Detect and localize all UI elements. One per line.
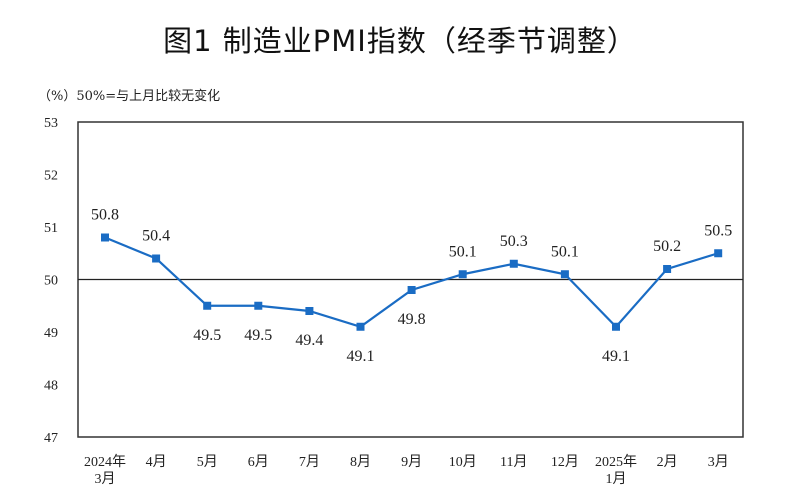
x-tick-label: 1月 — [606, 471, 627, 487]
data-label: 49.5 — [244, 327, 272, 344]
x-tick-label: 12月 — [551, 454, 579, 470]
x-tick-label: 9月 — [401, 454, 422, 470]
unit-note: （%）50%=与上月比较无变化 — [38, 85, 220, 104]
y-tick-label: 49 — [44, 326, 58, 341]
data-label: 50.1 — [551, 243, 579, 260]
y-tick-label: 52 — [44, 169, 58, 184]
data-point — [356, 322, 365, 331]
y-tick-label: 53 — [44, 116, 58, 131]
data-label: 49.1 — [602, 348, 630, 365]
data-label: 50.8 — [91, 207, 119, 224]
data-label: 50.3 — [500, 233, 528, 250]
data-point — [305, 307, 314, 315]
x-tick-label: 10月 — [449, 454, 477, 470]
x-tick-label: 11月 — [500, 454, 527, 470]
x-tick-label: 4月 — [146, 454, 167, 470]
y-axis-unit: （%） — [38, 89, 77, 104]
x-tick-label: 5月 — [197, 454, 218, 470]
y-tick-label: 48 — [44, 379, 58, 394]
data-label: 50.4 — [142, 228, 170, 245]
data-point — [152, 254, 161, 263]
data-point — [407, 286, 416, 294]
reference-annotation: 50%=与上月比较无变化 — [76, 89, 221, 104]
data-point — [254, 301, 263, 310]
data-point — [560, 270, 569, 279]
data-label: 50.2 — [653, 238, 681, 255]
y-tick-label: 50 — [44, 274, 58, 289]
data-point — [663, 265, 672, 273]
x-tick-label: 3月 — [708, 454, 729, 470]
data-label: 50.5 — [704, 222, 732, 239]
data-label: 49.8 — [398, 311, 426, 328]
y-tick-label: 47 — [44, 431, 58, 446]
data-label: 49.1 — [347, 348, 375, 365]
x-tick-label: 3月 — [95, 471, 116, 487]
y-tick-label: 51 — [44, 221, 58, 236]
x-tick-label: 2月 — [657, 454, 678, 470]
x-tick-label: 2024年 — [84, 454, 126, 470]
x-tick-label: 7月 — [299, 454, 320, 470]
data-label: 50.1 — [449, 243, 477, 260]
data-label: 49.4 — [295, 332, 323, 349]
x-tick-label: 8月 — [350, 454, 371, 470]
data-point — [101, 233, 109, 242]
data-label: 49.5 — [193, 327, 221, 344]
data-point — [612, 322, 620, 331]
data-point — [509, 259, 518, 268]
data-point — [458, 270, 467, 279]
x-tick-label: 6月 — [248, 454, 269, 470]
data-point — [203, 301, 212, 310]
chart-title: 图1 制造业PMI指数（经季节调整） — [163, 24, 637, 58]
x-tick-label: 2025年 — [595, 454, 637, 470]
data-point — [714, 249, 723, 258]
